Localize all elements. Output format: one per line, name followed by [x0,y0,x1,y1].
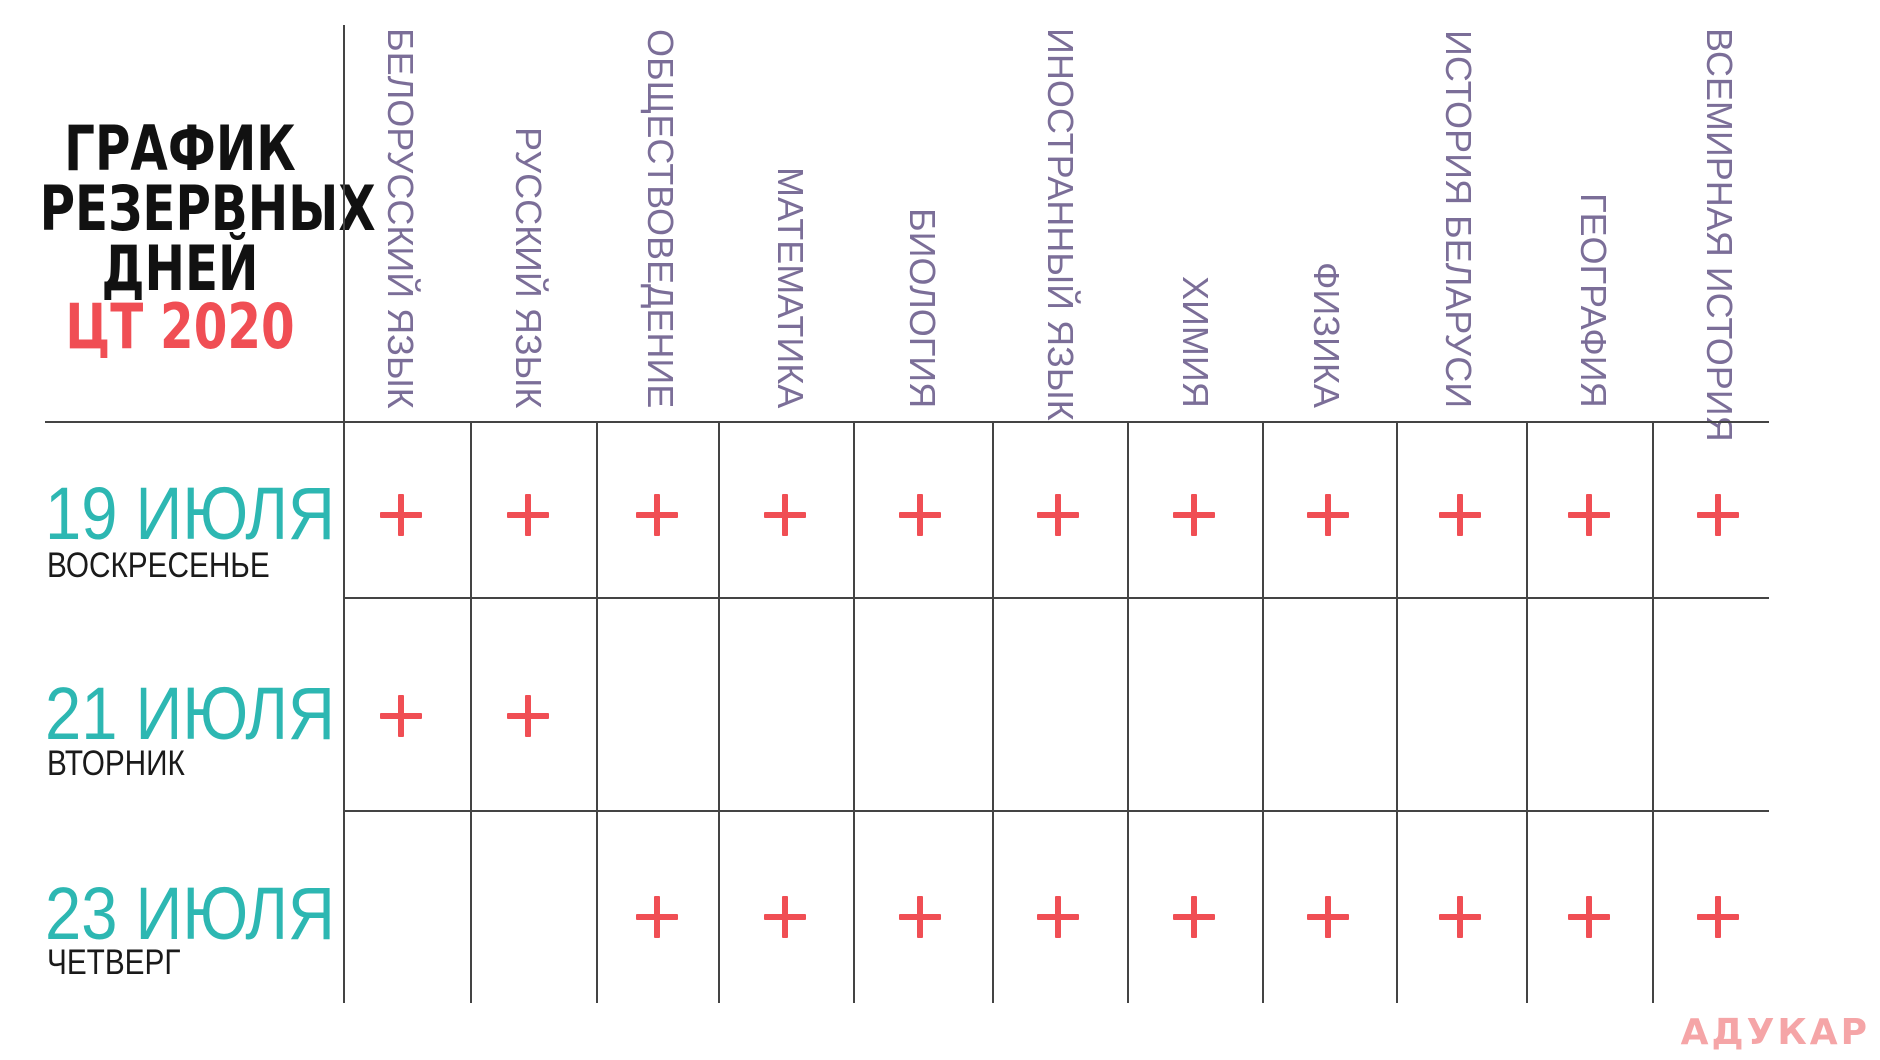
title-line-4: ЦТ 2020 [65,290,295,363]
subject-header: ИСТОРИЯ БЕЛАРУСИ [1438,29,1479,408]
header-divider-line [45,421,1769,423]
plus-mark-icon [1154,877,1234,957]
title-line-2: РЕЗЕРВНЫХ [39,172,376,245]
row-weekday-label: ВТОРНИК [47,744,185,783]
title-line-1: ГРАФИК [64,112,296,185]
subject-header: ВСЕМИРНАЯ ИСТОРИЯ [1699,28,1740,442]
column-divider-line [470,422,472,1003]
title-line-3: ДНЕЙ [101,232,259,305]
plus-mark-icon [1288,877,1368,957]
plus-mark-icon [1678,877,1758,957]
plus-mark-icon [1288,475,1368,555]
column-divider-line [1396,422,1398,1003]
plus-mark-icon [617,877,697,957]
column-divider-line [1652,422,1654,1003]
row-date-label: 19 ИЮЛЯ [45,472,335,555]
plus-mark-icon [361,475,441,555]
column-divider-line [1127,422,1129,1003]
subject-header: ХИМИЯ [1175,276,1216,408]
plus-mark-icon [880,877,960,957]
column-divider-line [1526,422,1528,1003]
column-divider-line [992,422,994,1003]
plus-mark-icon [488,676,568,756]
row-date-label: 23 ИЮЛЯ [45,872,335,955]
plus-mark-icon [488,475,568,555]
column-divider-line [596,422,598,1003]
subject-header: ИНОСТРАННЫЙ ЯЗЫК [1040,28,1081,421]
plus-mark-icon [617,475,697,555]
row-divider-line [343,810,1769,812]
plus-mark-icon [361,676,441,756]
main-vertical-divider [343,25,345,1003]
subject-header: РУССКИЙ ЯЗЫК [508,126,549,408]
column-divider-line [718,422,720,1003]
plus-mark-icon [1549,877,1629,957]
plus-mark-icon [745,475,825,555]
plus-mark-icon [1678,475,1758,555]
subject-header: МАТЕМАТИКА [770,166,811,408]
plus-mark-icon [1154,475,1234,555]
column-divider-line [853,422,855,1003]
subject-header: БЕЛОРУССКИЙ ЯЗЫК [380,28,421,409]
plus-mark-icon [1420,475,1500,555]
row-weekday-label: ЧЕТВЕРГ [47,943,181,982]
plus-mark-icon [1420,877,1500,957]
plus-mark-icon [880,475,960,555]
row-date-label: 21 ИЮЛЯ [45,672,335,755]
subject-header: ГЕОГРАФИЯ [1573,193,1614,408]
plus-mark-icon [745,877,825,957]
plus-mark-icon [1018,877,1098,957]
subject-header: ОБЩЕСТВОВЕДЕНИЕ [640,28,681,408]
subject-header: БИОЛОГИЯ [902,207,943,408]
row-divider-line [343,597,1769,599]
subject-header: ФИЗИКА [1306,262,1347,408]
plus-mark-icon [1018,475,1098,555]
column-divider-line [1262,422,1264,1003]
brand-logo: АДУКАР [1680,1012,1870,1053]
row-weekday-label: ВОСКРЕСЕНЬЕ [47,546,270,585]
plus-mark-icon [1549,475,1629,555]
